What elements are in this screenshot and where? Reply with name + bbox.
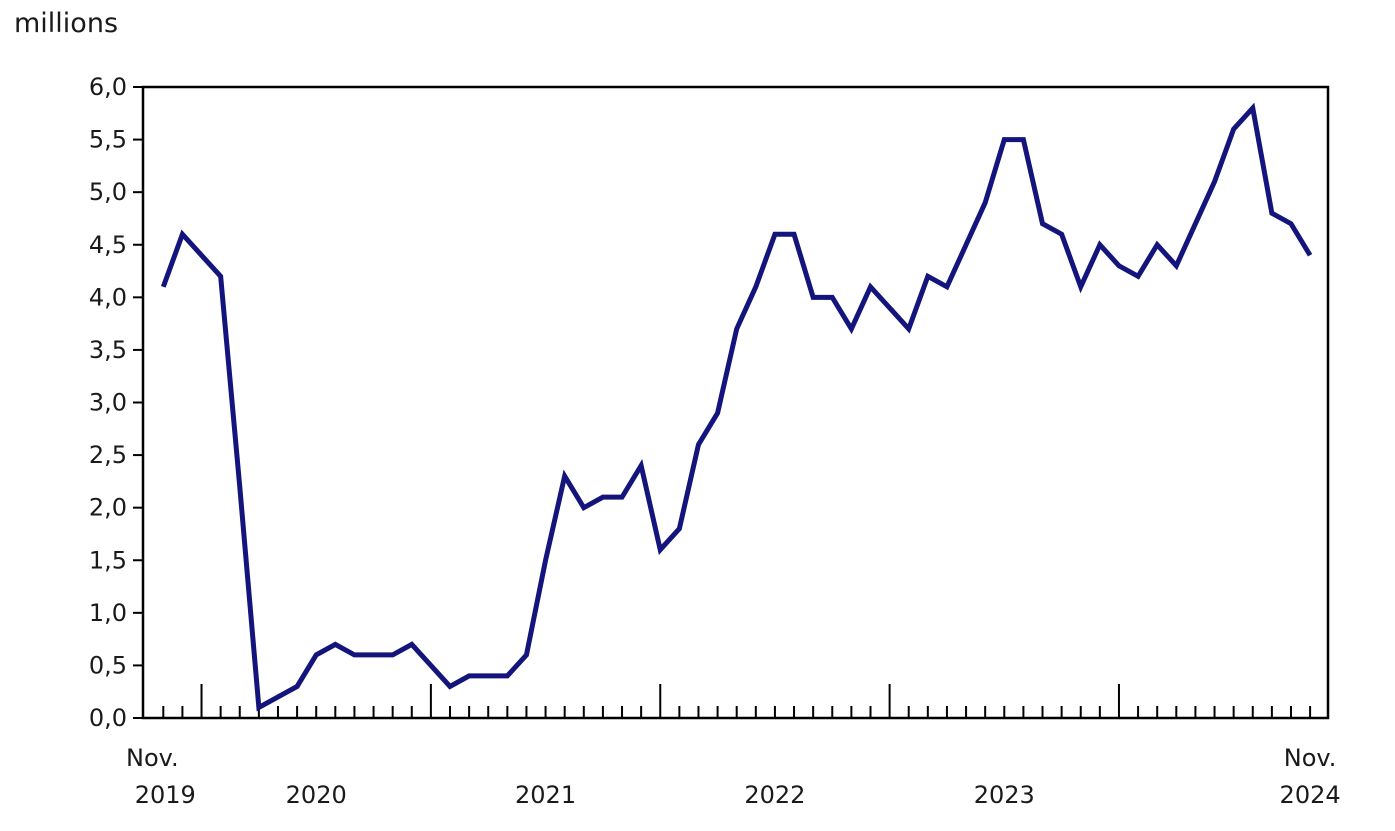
y-axis-tick-label: 2,5 <box>89 441 127 469</box>
x-axis-end-month-label: Nov. <box>1284 744 1337 772</box>
x-axis-year-label: 2022 <box>744 781 805 809</box>
y-axis-tick-label: 4,0 <box>89 283 127 311</box>
y-axis-tick-label: 1,0 <box>89 599 127 627</box>
y-axis-tick-label: 3,5 <box>89 336 127 364</box>
data-line-series <box>160 102 1313 712</box>
x-axis-start-month-label: Nov. <box>126 744 179 772</box>
x-axis-end-year-label: 2024 <box>1280 781 1341 809</box>
y-axis-tick-label: 0,0 <box>89 704 127 732</box>
y-axis-tick-label: 2,0 <box>89 494 127 522</box>
x-axis-start-year-label: 2019 <box>135 781 196 809</box>
y-axis-tick-label: 6,0 <box>89 73 127 101</box>
plot-border <box>141 85 1330 720</box>
y-axis-tick-label: 4,5 <box>89 231 127 259</box>
y-axis-tick-label: 3,0 <box>89 389 127 417</box>
y-axis-tick-label: 0,5 <box>89 651 127 679</box>
x-axis-year-label: 2020 <box>286 781 347 809</box>
y-axis-tick-label: 5,0 <box>89 178 127 206</box>
x-axis-year-label: 2023 <box>974 781 1035 809</box>
y-axis-tick-label: 5,5 <box>89 126 127 154</box>
x-axis-year-label: 2021 <box>515 781 576 809</box>
y-axis-tick-label: 1,5 <box>89 546 127 574</box>
y-axis-unit-label: millions <box>14 8 119 39</box>
